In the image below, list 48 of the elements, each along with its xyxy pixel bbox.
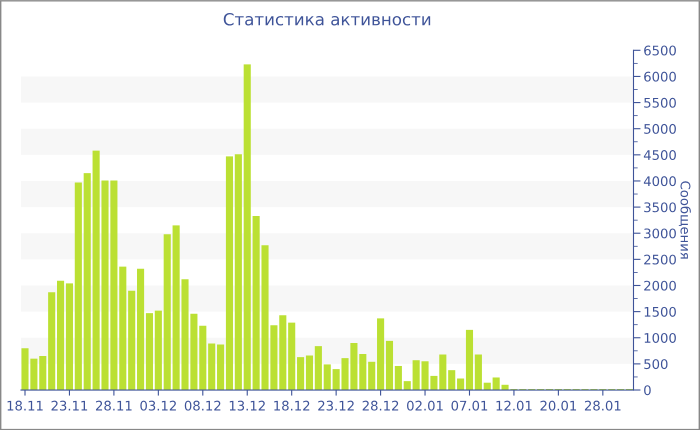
y-tick-label: 6000 [644,72,676,82]
bar [430,376,438,390]
y-tick-label: 4000 [644,176,676,186]
bar [226,156,234,390]
bar [386,340,394,390]
bar [341,358,349,390]
y-tick-label: 1500 [644,306,676,317]
bar [350,342,358,390]
x-tick-label: 12.01 [496,400,532,411]
x-tick-label: 23.12 [318,400,354,411]
y-tick-label: 500 [644,359,668,370]
x-tick-label: 18.11 [8,400,43,411]
x-tick-label: 20.01 [540,400,576,411]
bar [137,268,144,390]
bar [57,280,64,390]
bar [421,361,429,390]
x-tick-label: 23.11 [52,400,88,411]
x-tick-label: 02.01 [407,400,443,411]
x-tick-label: 13.12 [230,400,265,411]
y-tick-label: 5000 [644,124,676,134]
bar [217,344,224,390]
bar [261,245,269,390]
bar [306,356,314,390]
y-tick-label: 2500 [644,254,676,265]
bar [181,279,189,390]
x-tick-label: 18.12 [274,400,310,411]
y-tick-label: 0 [644,385,651,396]
x-tick-label: 03.12 [140,400,176,411]
y-tick-label: 5500 [644,98,676,108]
y-tick-label: 3000 [644,228,676,238]
y-tick-label: 6500 [644,46,676,56]
bar [66,283,74,390]
bar [21,348,29,390]
bar [466,330,474,390]
bar [101,180,109,390]
y-tick-label: 2000 [644,280,676,291]
bar [146,313,154,390]
x-tick-label: 28.01 [584,400,620,411]
y-tick-label: 4500 [644,150,676,160]
y-tick-label: 1000 [644,332,676,343]
x-tick-label: 28.11 [96,400,132,411]
x-tick-label: 28.12 [362,400,398,411]
y-tick-label: 3500 [644,202,676,212]
bar [297,357,304,390]
x-tick-label: 07.01 [451,400,488,411]
y-axis-title: Сообщения [678,181,691,259]
x-tick-label: 08.12 [184,400,220,411]
chart-title: Статистика активности [224,12,430,26]
